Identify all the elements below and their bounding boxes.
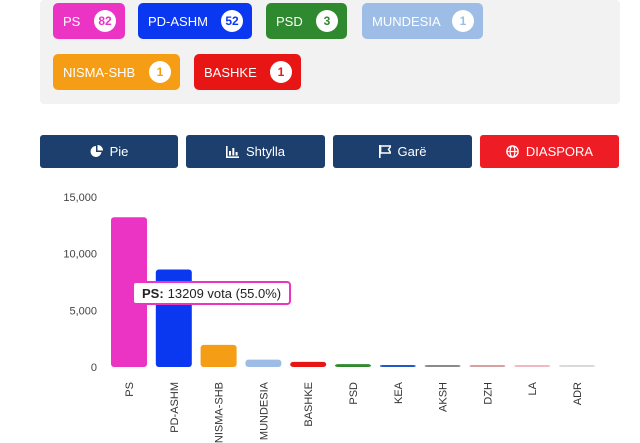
y-tick-label: 10,000 [63, 249, 97, 261]
party-badge-ps[interactable]: PS 82 [53, 3, 125, 39]
x-tick-label: PS [124, 382, 136, 397]
party-seat-count: 1 [149, 61, 171, 83]
x-tick-label: BASHKE [303, 382, 315, 427]
party-seat-count: 52 [221, 10, 243, 32]
x-tick-label: ADR [572, 382, 584, 405]
flag-icon [378, 145, 391, 158]
tooltip-vote-text: 13209 vota (55.0%) [167, 285, 282, 301]
tooltip-party-name: PS: [142, 285, 164, 301]
x-tick-label: PSD [348, 382, 360, 405]
x-tick-label: NISMA-SHB [214, 382, 226, 443]
tab-race-label: Garë [397, 144, 427, 159]
party-badge-label: PD-ASHM [148, 13, 208, 29]
y-tick-label: 15,000 [63, 192, 97, 204]
bar-mundesia[interactable] [245, 359, 282, 367]
tab-bars-label: Shtylla [245, 144, 286, 159]
party-seat-count: 82 [94, 10, 116, 32]
y-tick-label: 5,000 [69, 305, 97, 317]
party-badge-label: BASHKE [204, 64, 257, 80]
party-badge-pd-ashm[interactable]: PD-ASHM 52 [138, 3, 252, 39]
pie-chart-icon [90, 145, 103, 157]
votes-bar-chart: 0 5,000 10,000 15,000 PS PD-ASHM NISMA-SHB MUND… [63, 192, 595, 443]
tab-pie[interactable]: Pie [40, 135, 178, 168]
bar-tooltip: PS: 13209 vota (55.0%) [125, 281, 292, 305]
tab-bars[interactable]: Shtylla [186, 135, 325, 168]
bar-dzh[interactable] [469, 365, 506, 367]
party-seat-count: 1 [452, 10, 474, 32]
party-badge-mundesia[interactable]: MUNDESIA 1 [362, 3, 483, 39]
party-badge-label: MUNDESIA [372, 13, 441, 29]
party-badge-label: NISMA-SHB [63, 64, 136, 80]
tab-pie-label: Pie [109, 144, 129, 159]
bar-psd[interactable] [335, 364, 371, 367]
x-tick-label: PD-ASHM [169, 382, 181, 433]
party-badge-nisma-shb[interactable]: NISMA-SHB 1 [53, 54, 180, 90]
bar-kea[interactable] [379, 365, 416, 367]
party-seat-count: 1 [270, 61, 292, 83]
tab-diaspora-label: DIASPORA [525, 144, 594, 159]
party-badge-label: PS [63, 13, 81, 29]
x-tick-label: DZH [482, 382, 494, 405]
bar-la[interactable] [514, 365, 551, 367]
party-seat-count: 3 [316, 10, 338, 32]
x-tick-label: MUNDESIA [258, 381, 270, 440]
tab-diaspora[interactable]: DIASPORA [480, 135, 619, 168]
party-badge-bashke[interactable]: BASHKE 1 [194, 54, 301, 90]
x-tick-label: KEA [393, 381, 405, 404]
y-tick-label: 0 [91, 362, 97, 374]
tab-race[interactable]: Garë [333, 135, 472, 168]
bar-nisma-shb[interactable] [200, 344, 237, 367]
x-tick-label: LA [527, 381, 539, 395]
party-badge-label: PSD [276, 13, 303, 29]
bar-adr[interactable] [559, 365, 595, 367]
globe-icon [506, 145, 519, 158]
x-tick-label: AKSH [438, 382, 450, 412]
bar-aksh[interactable] [424, 365, 461, 367]
bar-chart-icon [225, 145, 239, 158]
bar-bashke[interactable] [290, 361, 327, 367]
party-badge-psd[interactable]: PSD 3 [266, 3, 347, 39]
